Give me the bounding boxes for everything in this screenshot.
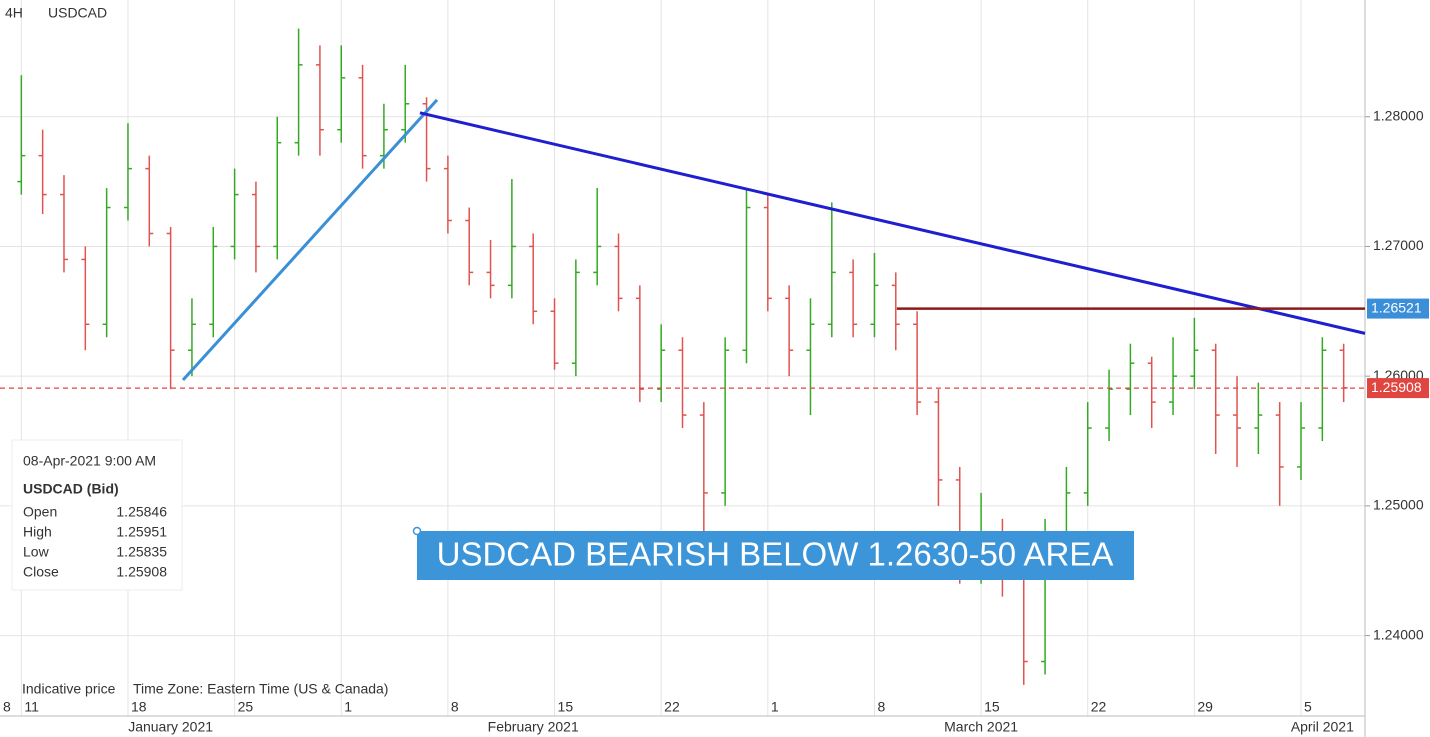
y-tick-label: 1.27000 (1373, 237, 1424, 253)
timeframe: 4H (5, 5, 23, 21)
x-tick-label: 5 (1304, 699, 1312, 715)
x-tick-label: 22 (664, 699, 680, 715)
info-label: Open (23, 504, 57, 520)
info-label: Low (23, 544, 50, 560)
info-value: 1.25908 (116, 564, 167, 580)
month-label: March 2021 (944, 719, 1018, 735)
x-tick-label: 15 (558, 699, 574, 715)
trendline (181, 98, 439, 382)
month-label: January 2021 (128, 719, 213, 735)
annotation-handle (412, 526, 422, 536)
info-value: 1.25951 (116, 524, 167, 540)
x-tick-label: 11 (24, 699, 39, 715)
info-datetime: 08-Apr-2021 9:00 AM (23, 453, 156, 469)
x-tick-label: 22 (1091, 699, 1107, 715)
month-label: April 2021 (1291, 719, 1354, 735)
price-tag (1367, 298, 1429, 319)
info-value: 1.25846 (116, 504, 167, 520)
info-instrument: USDCAD (Bid) (23, 481, 119, 497)
x-tick-label: 1 (344, 699, 352, 715)
x-tick-label: 8 (451, 699, 459, 715)
x-tick-label: 15 (984, 699, 1000, 715)
trendline (419, 111, 1366, 335)
annotation-box (417, 531, 1134, 580)
month-label: February 2021 (488, 719, 579, 735)
x-tick-label: 1 (771, 699, 779, 715)
x-tick-label: 29 (1197, 699, 1213, 715)
x-tick-label: 8 (877, 699, 885, 715)
annotation-text: USDCAD BEARISH BELOW 1.2630-50 AREA (437, 536, 1114, 573)
y-tick-label: 1.25000 (1373, 497, 1424, 513)
info-value: 1.25835 (116, 544, 167, 560)
footer-note: Indicative price (22, 681, 116, 697)
info-label: Close (23, 564, 59, 580)
footer-timezone: Time Zone: Eastern Time (US & Canada) (133, 681, 388, 697)
symbol: USDCAD (48, 5, 107, 21)
x-tick-label: 8 (3, 699, 11, 715)
y-tick-label: 1.24000 (1373, 626, 1424, 642)
price-tag-label: 1.26521 (1371, 299, 1422, 315)
info-panel (11, 439, 183, 591)
x-tick-label: 18 (131, 699, 147, 715)
info-label: High (23, 524, 52, 540)
price-tag (1367, 378, 1429, 399)
x-tick-label: 25 (238, 699, 254, 715)
y-tick-label: 1.28000 (1373, 107, 1424, 123)
price-tag-label: 1.25908 (1371, 379, 1422, 395)
